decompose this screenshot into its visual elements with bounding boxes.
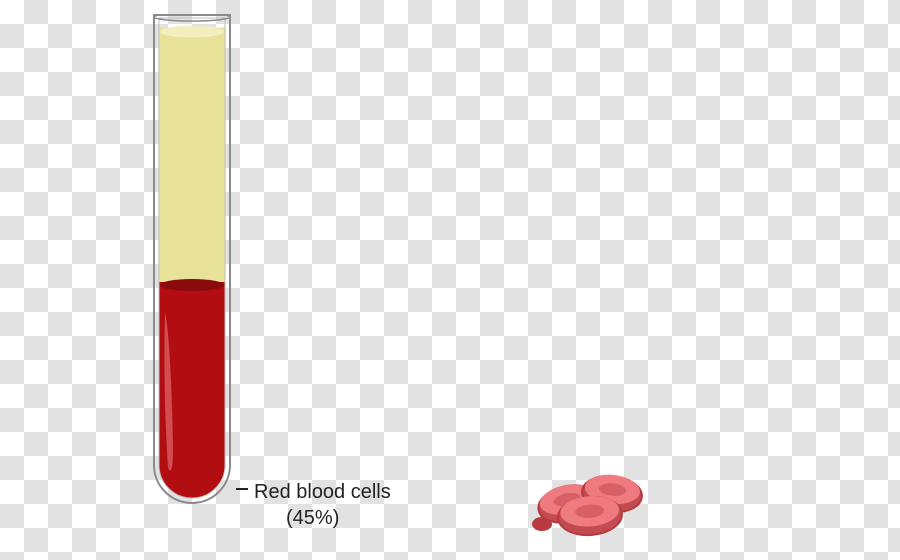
red-blood-cells-icon [512,448,672,538]
rbc-label-text: Red blood cells (45%) [254,479,391,531]
test-tube-svg [153,14,231,504]
rbc-label-line2: (45%) [254,505,391,531]
label-tick-icon [236,488,248,490]
diagram-canvas: Red blood cells (45%) [0,0,900,560]
red-blood-cells-svg [512,448,672,538]
test-tube [153,14,231,504]
rbc-label-line1: Red blood cells [254,479,391,505]
rbc-label-group: Red blood cells (45%) [236,479,391,531]
transparency-checker-background [0,0,900,560]
